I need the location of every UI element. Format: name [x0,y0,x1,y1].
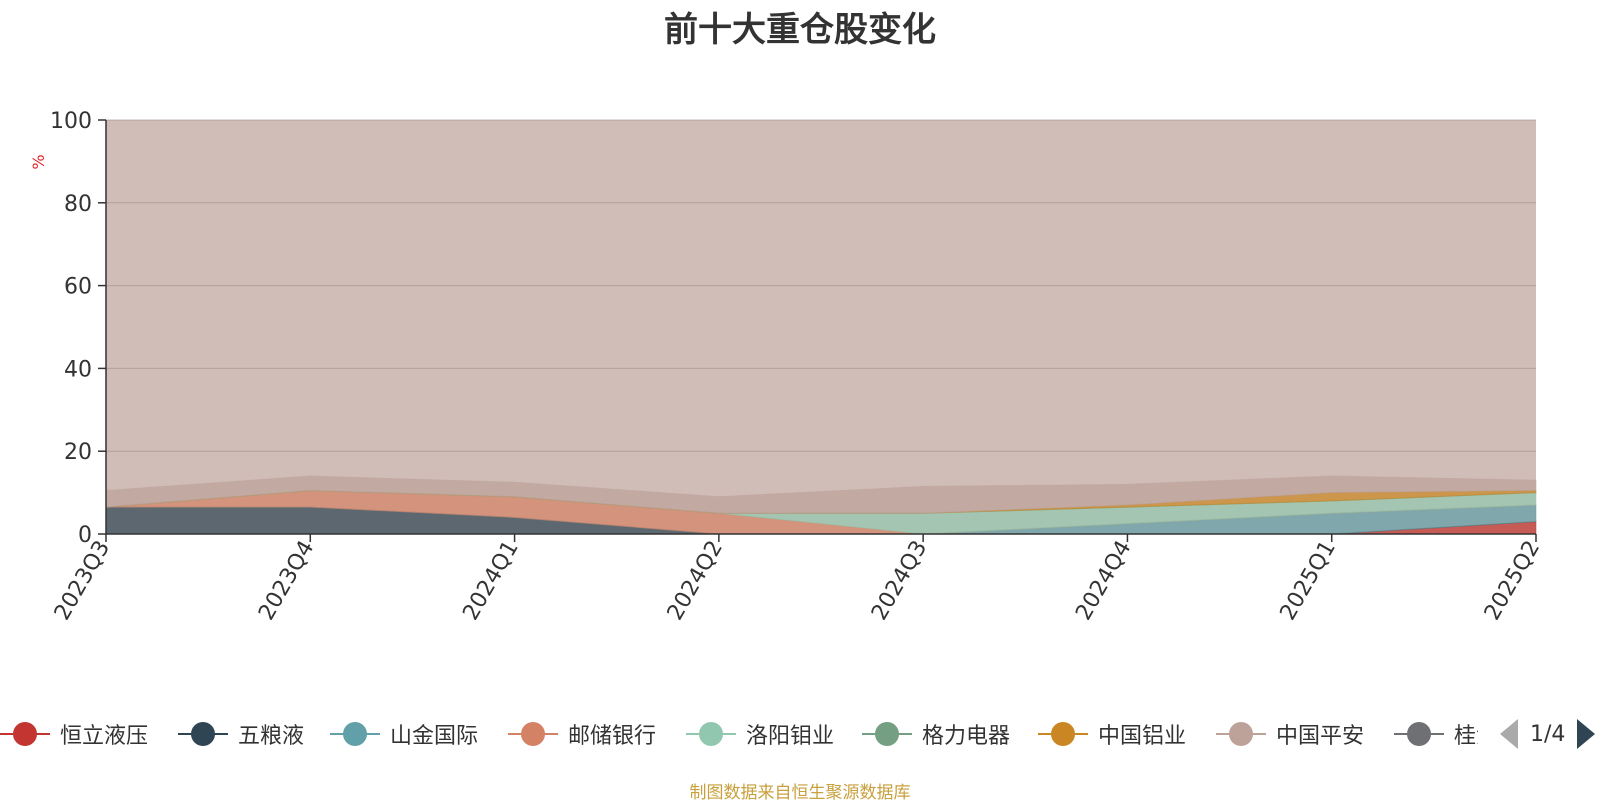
x-tick-label: 2023Q3 [50,537,115,625]
x-tick-label: 2024Q3 [867,537,932,625]
legend-label: 邮储银行 [568,724,657,749]
legend-item[interactable]: 桂浮 [1394,712,1478,756]
legend-item[interactable]: 山金国际 [330,712,478,756]
legend-label: 山金国际 [390,724,479,749]
x-tick-label: 2024Q1 [458,537,523,625]
chart-legend: 恒立液压 五粮液 山金国际 邮储银行 洛阳钼业 格力电器 中国铝业 中国平安 桂浮 [0,712,1478,756]
legend-item[interactable]: 格力电器 [862,712,1010,756]
legend-item[interactable]: 邮储银行 [508,712,656,756]
legend-pager: 1/4 [1500,716,1596,752]
y-tick-label: 20 [64,440,92,465]
x-tick-label: 2025Q2 [1480,537,1545,625]
legend-marker-icon [1216,719,1266,749]
legend-page-indicator: 1/4 [1530,721,1566,747]
legend-marker-icon [508,719,558,749]
y-axis-label: % [29,154,48,169]
legend-marker-icon [862,719,912,749]
chart-title: 前十大重仓股变化 [664,10,936,50]
x-tick-label: 2023Q4 [254,537,319,625]
source-note: 制图数据来自恒生聚源数据库 [689,783,911,803]
legend-item[interactable]: 中国铝业 [1038,712,1186,756]
legend-marker-icon [330,719,380,749]
legend-marker-icon [1038,719,1088,749]
y-tick-label: 40 [64,357,92,382]
legend-prev-arrow-icon[interactable] [1500,719,1518,749]
legend-label: 格力电器 [922,724,1011,749]
legend-label: 五粮液 [238,724,305,749]
legend-item[interactable]: 中国平安 [1216,712,1364,756]
legend-next-arrow-icon[interactable] [1577,719,1596,749]
y-tick-label: 100 [50,109,92,134]
y-tick-label: 60 [64,275,92,300]
chart-plot: 0 20 40 60 80 100 2023Q3 2023Q4 2024Q1 2024Q2 2024… [29,109,1545,625]
x-tick-label: 2024Q2 [663,537,728,625]
y-tick-label: 80 [64,192,92,217]
legend-label: 恒立液压 [60,724,149,749]
legend-marker-icon [178,719,228,749]
legend-item[interactable]: 五粮液 [178,712,304,756]
x-tick-label: 2024Q4 [1071,537,1136,625]
area-series-8[interactable] [105,475,1537,514]
x-tick-label: 2025Q1 [1276,537,1341,625]
legend-item[interactable]: 洛阳钼业 [686,712,834,756]
legend-label: 洛阳钼业 [746,724,835,749]
legend-marker-icon [686,719,736,749]
legend-label: 中国平安 [1276,724,1365,749]
y-tick-label: 0 [78,523,92,548]
legend-label: 中国铝业 [1098,724,1187,749]
legend-label: 桂浮 [1454,724,1478,749]
legend-marker-icon [0,719,50,749]
legend-marker-icon [1394,719,1444,749]
plot-background [106,120,1536,534]
legend-item[interactable]: 恒立液压 [0,712,148,756]
